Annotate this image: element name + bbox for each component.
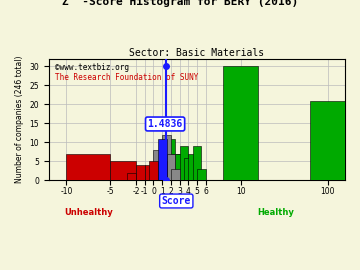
Bar (153, 150, 162, 180)
Bar (223, 66, 258, 180)
Bar (193, 146, 201, 180)
Bar (184, 158, 193, 180)
Bar (162, 135, 171, 180)
Bar (149, 161, 158, 180)
Title: Sector: Basic Materials: Sector: Basic Materials (130, 48, 265, 58)
Bar (171, 169, 180, 180)
Text: Score: Score (162, 196, 191, 206)
Text: Z''-Score Histogram for BERY (2016): Z''-Score Histogram for BERY (2016) (62, 0, 298, 7)
Text: 1.4836: 1.4836 (148, 119, 183, 129)
Bar (171, 154, 180, 180)
Bar (145, 165, 153, 180)
Bar (180, 146, 188, 180)
Bar (175, 154, 184, 180)
Bar (188, 154, 197, 180)
Text: ©www.textbiz.org: ©www.textbiz.org (55, 63, 129, 72)
Bar (136, 165, 145, 180)
Bar (310, 101, 345, 180)
Bar (158, 139, 167, 180)
Bar (67, 154, 110, 180)
Bar (127, 173, 136, 180)
Y-axis label: Number of companies (246 total): Number of companies (246 total) (15, 56, 24, 183)
Text: The Research Foundation of SUNY: The Research Foundation of SUNY (55, 73, 198, 82)
Bar (167, 154, 175, 180)
Text: Healthy: Healthy (257, 208, 294, 217)
Text: Unhealthy: Unhealthy (64, 208, 113, 217)
Bar (197, 169, 206, 180)
Bar (158, 161, 167, 180)
Bar (167, 139, 175, 180)
Bar (110, 161, 136, 180)
